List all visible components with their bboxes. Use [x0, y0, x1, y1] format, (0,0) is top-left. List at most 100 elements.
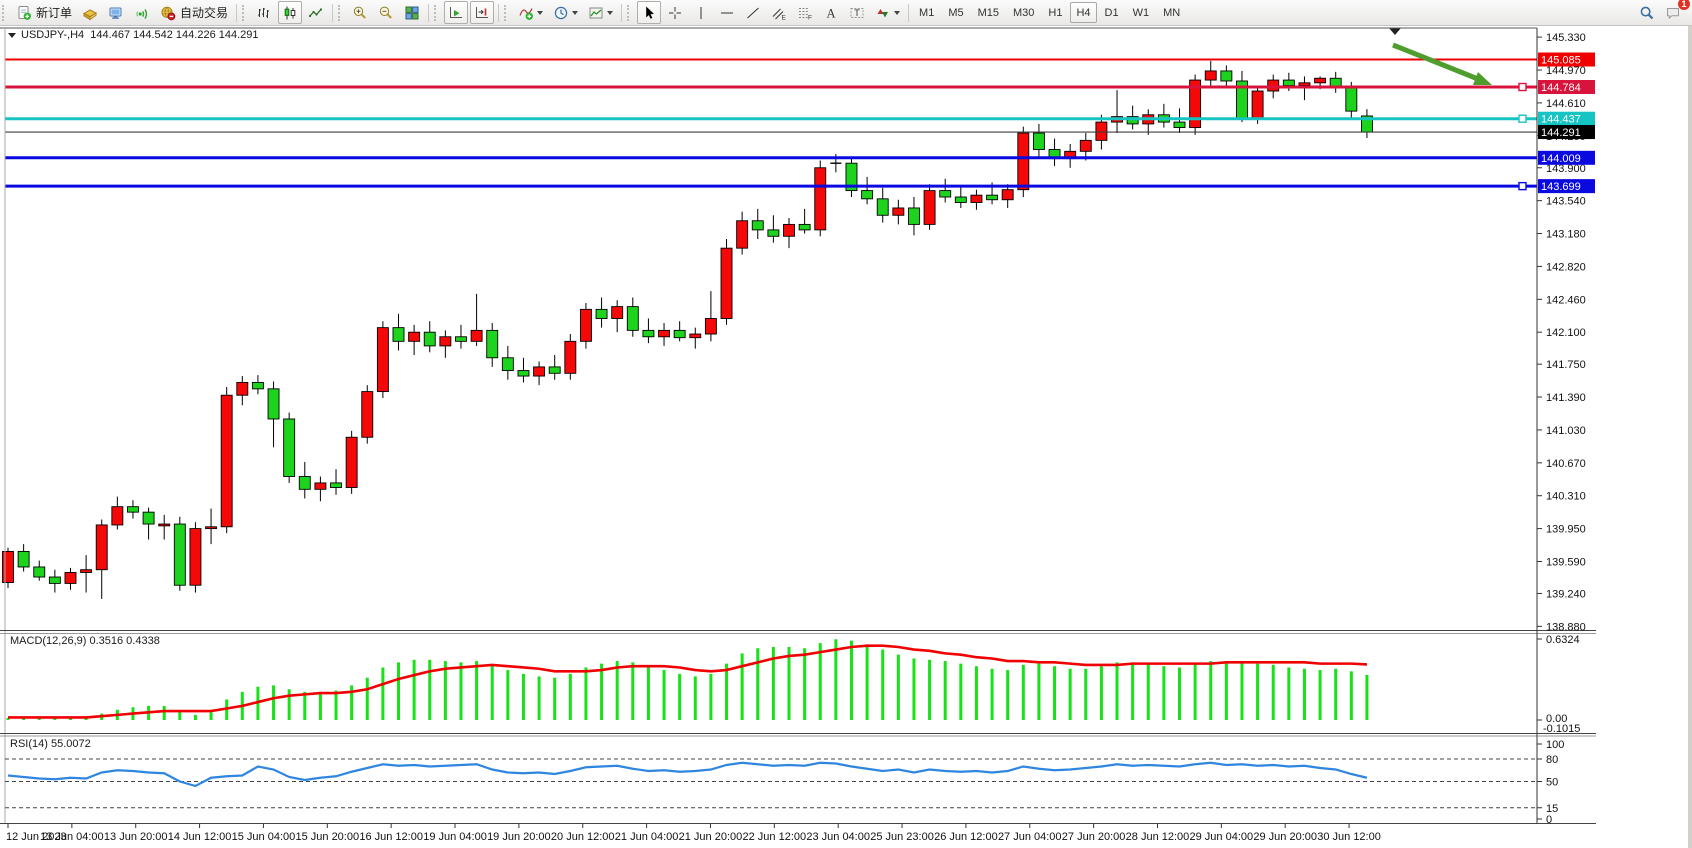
rsi-scale-label: 15 — [1546, 803, 1558, 815]
candles-layer — [2, 60, 1373, 599]
search-button[interactable] — [1635, 1, 1659, 24]
candle-body — [80, 569, 93, 573]
time-tick-label: 13 Jun 20:00 — [104, 831, 168, 843]
chevron-down-icon[interactable] — [894, 10, 901, 15]
line-handle[interactable] — [1518, 114, 1527, 123]
candle-body — [408, 331, 421, 342]
price-level-badge — [1538, 179, 1595, 194]
new-order-icon — [18, 5, 31, 20]
current-price-badge-text: 144.291 — [1541, 127, 1581, 139]
auto-trading-button[interactable]: 自动交易 — [156, 1, 232, 24]
time-tick-label: 27 Jun 04:00 — [998, 831, 1062, 843]
cursor-icon — [646, 6, 654, 19]
zoom-in-button[interactable] — [348, 1, 372, 24]
cursor-button[interactable] — [637, 1, 662, 24]
candle-body — [251, 381, 264, 390]
timeframe-button-h4[interactable]: H4 — [1070, 2, 1097, 23]
chevron-down-icon[interactable] — [572, 10, 579, 15]
price-tick-label: 143.900 — [1546, 163, 1586, 175]
chevron-down-icon[interactable] — [537, 10, 544, 15]
candle-body — [908, 207, 920, 225]
market-watch-button[interactable] — [78, 1, 102, 24]
equidistant-channel-button[interactable]: E — [767, 1, 791, 24]
new-order-button[interactable]: 新订单 — [12, 1, 76, 24]
arrows-button[interactable] — [871, 1, 904, 24]
candle-body — [1204, 70, 1217, 81]
horizontal-line-button[interactable] — [715, 1, 739, 24]
market-watch-icon — [82, 8, 98, 20]
price-tick-label: 140.670 — [1546, 458, 1586, 470]
price-axis[interactable]: 145.330144.970144.610144.250143.900143.5… — [1537, 32, 1595, 826]
templates-icon — [589, 7, 603, 18]
candle-body — [189, 528, 202, 586]
text-button[interactable]: A — [819, 1, 843, 24]
chevron-down-icon[interactable] — [607, 10, 614, 15]
timeframe-button-m1[interactable]: M1 — [919, 6, 935, 19]
price-tick-label: 142.100 — [1546, 327, 1586, 339]
trendline-button[interactable] — [741, 1, 765, 24]
candle-body — [376, 327, 389, 393]
trend-arrow[interactable] — [1392, 42, 1479, 82]
auto-scroll-button[interactable] — [444, 1, 469, 24]
candle-body — [236, 381, 249, 396]
chart-shift-marker[interactable] — [1389, 28, 1401, 35]
vertical-line-button[interactable] — [689, 1, 713, 24]
chart-shift-button[interactable] — [470, 1, 495, 24]
line-handle[interactable] — [1518, 82, 1527, 92]
tile-windows-button[interactable] — [400, 1, 424, 24]
periods-button[interactable] — [549, 1, 582, 24]
line-handle[interactable] — [1518, 181, 1527, 191]
navigator-icon — [109, 7, 122, 19]
indicators-button[interactable] — [514, 1, 547, 24]
zoom-out-button[interactable] — [374, 1, 398, 24]
timeframe-button-mn[interactable]: MN — [1163, 6, 1181, 19]
timeframe-button-h1[interactable]: H1 — [1048, 6, 1063, 19]
candle-body — [158, 523, 171, 527]
crosshair-button[interactable] — [663, 1, 687, 24]
trend-arrow-head[interactable] — [1473, 72, 1492, 85]
chat-button[interactable]: 1 — [1661, 0, 1690, 24]
toolbar-separator — [332, 3, 334, 22]
timeframe-button-m30[interactable]: M30 — [1013, 6, 1035, 19]
toolbar-separator — [621, 3, 623, 22]
timeframe-button-m15[interactable]: M15 — [977, 6, 999, 19]
indicators-icon — [519, 7, 534, 20]
fibonacci-button[interactable]: F — [793, 1, 817, 24]
time-tick-label: 19 Jun 20:00 — [487, 831, 551, 843]
templates-button[interactable] — [584, 1, 617, 24]
time-tick-label: 25 Jun 23:00 — [870, 831, 934, 843]
search-icon — [1640, 6, 1654, 19]
price-tick-label: 144.610 — [1546, 98, 1586, 110]
candle-body — [455, 336, 467, 342]
price-tick-label: 139.240 — [1546, 588, 1586, 600]
candle-body — [95, 524, 108, 571]
time-tick-label: 23 Jun 04:00 — [806, 831, 870, 843]
timeframe-button-d1[interactable]: D1 — [1104, 6, 1119, 19]
price-tick-label: 141.750 — [1546, 359, 1586, 371]
timeframe-button-m5[interactable]: M5 — [948, 6, 964, 19]
price-level-badge — [1538, 150, 1595, 165]
signals-button[interactable] — [130, 1, 154, 24]
price-tick-label: 138.880 — [1546, 621, 1586, 633]
candlestick-icon — [284, 6, 296, 19]
candle-body — [127, 506, 139, 513]
window-edge — [1688, 26, 1692, 848]
bar-chart-button[interactable] — [252, 1, 276, 24]
candle-body — [595, 308, 608, 319]
candlestick-button[interactable] — [278, 1, 303, 24]
time-tick-label: 20 Jun 12:00 — [551, 831, 615, 843]
time-tick-label: 29 Jun 04:00 — [1190, 831, 1254, 843]
time-tick-label: 15 Jun 04:00 — [232, 831, 296, 843]
navigator-button[interactable] — [104, 1, 128, 24]
time-tick-label: 29 Jun 20:00 — [1253, 831, 1317, 843]
line-chart-button[interactable] — [304, 1, 328, 24]
price-tick-label: 141.390 — [1546, 392, 1586, 404]
text-label-button[interactable]: T — [845, 1, 869, 24]
candle-body — [533, 366, 546, 377]
candle-body — [392, 327, 405, 342]
price-level-badge-text: 144.009 — [1541, 153, 1581, 165]
candle-body — [267, 388, 280, 420]
timeframe-button-w1[interactable]: W1 — [1132, 6, 1150, 19]
